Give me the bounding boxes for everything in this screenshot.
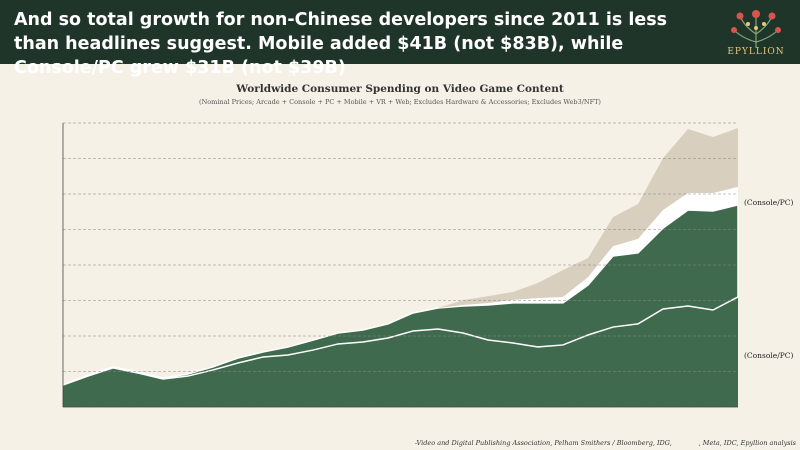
annotation: (Console/PC) xyxy=(744,351,794,360)
chart-title: Worldwide Consumer Spending on Video Gam… xyxy=(235,83,564,95)
area xyxy=(63,127,738,385)
logo-mark xyxy=(731,10,781,48)
chart-subtitle: (Nominal Prices; Arcade + Console + PC +… xyxy=(199,98,601,106)
area xyxy=(62,203,739,386)
area xyxy=(63,296,738,407)
source: -Video and Digital Publishing Associatio… xyxy=(415,439,797,447)
header xyxy=(0,0,800,64)
headline: And so total growth for non-Chinese deve… xyxy=(14,10,668,78)
chart: Worldwide Consumer Spending on Video Gam… xyxy=(62,83,797,447)
annotation: (Console/PC) xyxy=(744,198,794,207)
logo-text: EPYLLION xyxy=(727,47,785,57)
area xyxy=(63,186,738,385)
